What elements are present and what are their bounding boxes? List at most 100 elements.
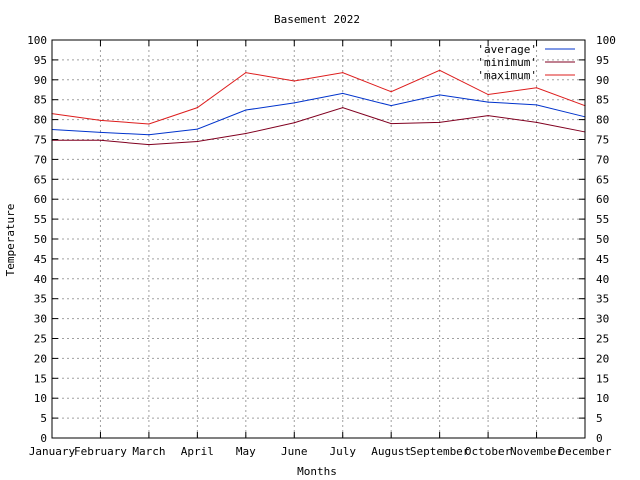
y-tick-label-left: 10 bbox=[34, 392, 47, 405]
data-point bbox=[196, 140, 198, 143]
y-tick-label-right: 95 bbox=[596, 54, 609, 67]
x-tick-label: January bbox=[29, 445, 76, 458]
y-tick-label-right: 40 bbox=[596, 273, 609, 286]
data-point bbox=[99, 119, 102, 121]
y-tick-label-left: 0 bbox=[40, 432, 47, 445]
legend-label: 'minimum' bbox=[477, 56, 537, 69]
y-tick-label-left: 90 bbox=[34, 74, 47, 87]
x-tick-label: May bbox=[236, 445, 256, 458]
series-line bbox=[52, 107, 586, 146]
y-tick-label-left: 75 bbox=[34, 134, 47, 147]
y-tick-label-left: 25 bbox=[34, 333, 47, 346]
grid-lines bbox=[52, 40, 585, 438]
y-tick-label-left: 50 bbox=[34, 233, 47, 246]
x-tick-label: March bbox=[132, 445, 165, 458]
y-tick-label-left: 65 bbox=[34, 173, 47, 186]
y-tick-label-left: 60 bbox=[34, 193, 47, 206]
data-point bbox=[196, 128, 198, 130]
x-axis-label: Months bbox=[297, 465, 337, 478]
y-tick-label-right: 45 bbox=[596, 253, 609, 266]
x-tick-label: July bbox=[329, 445, 356, 458]
data-point bbox=[293, 80, 295, 82]
data-point bbox=[245, 132, 247, 135]
x-tick-label: February bbox=[74, 445, 127, 458]
y-tick-label-right: 15 bbox=[596, 372, 609, 385]
y-tick-label-left: 30 bbox=[34, 313, 47, 326]
x-tick-label: April bbox=[181, 445, 214, 458]
series-lines bbox=[51, 69, 586, 146]
y-tick-label-right: 25 bbox=[596, 333, 609, 346]
y-tick-label-right: 65 bbox=[596, 173, 609, 186]
y-tick-label-right: 50 bbox=[596, 233, 609, 246]
data-point bbox=[535, 121, 538, 123]
data-point bbox=[487, 101, 489, 103]
legend: 'average''minimum''maximum' bbox=[477, 43, 575, 82]
data-point bbox=[390, 122, 392, 125]
legend-label: 'average' bbox=[477, 43, 537, 56]
x-tick-label: September bbox=[410, 445, 470, 458]
y-tick-label-right: 0 bbox=[596, 432, 603, 445]
y-tick-label-left: 100 bbox=[27, 34, 47, 47]
data-point bbox=[293, 102, 295, 104]
data-point bbox=[245, 72, 247, 74]
y-tick-label-right: 70 bbox=[596, 153, 609, 166]
y-tick-label-left: 5 bbox=[40, 412, 47, 425]
y-tick-label-right: 20 bbox=[596, 352, 609, 365]
data-point bbox=[148, 144, 150, 146]
y-axis-label: Temperature bbox=[4, 204, 17, 277]
data-point bbox=[439, 69, 441, 71]
axis-ticks bbox=[51, 39, 586, 439]
data-point bbox=[487, 115, 489, 117]
data-point bbox=[99, 131, 102, 133]
x-tick-label: August bbox=[371, 445, 411, 458]
y-tick-label-left: 35 bbox=[34, 293, 47, 306]
x-tick-label: October bbox=[465, 445, 512, 458]
y-tick-label-left: 15 bbox=[34, 372, 47, 385]
data-point bbox=[390, 91, 392, 93]
data-point bbox=[342, 92, 344, 94]
y-tick-label-left: 95 bbox=[34, 54, 47, 67]
y-tick-label-right: 10 bbox=[596, 392, 609, 405]
data-point bbox=[390, 105, 392, 107]
y-tick-label-left: 40 bbox=[34, 273, 47, 286]
y-tick-label-right: 85 bbox=[596, 94, 609, 107]
data-point bbox=[535, 87, 538, 89]
x-tick-label: November bbox=[510, 445, 563, 458]
data-point bbox=[99, 139, 102, 141]
y-tick-label-right: 75 bbox=[596, 134, 609, 147]
series-line bbox=[51, 69, 586, 125]
x-tick-label: June bbox=[281, 445, 308, 458]
y-tick-label-right: 30 bbox=[596, 313, 609, 326]
y-tick-label-left: 80 bbox=[34, 114, 47, 127]
y-tick-label-right: 5 bbox=[596, 412, 603, 425]
data-point bbox=[535, 104, 538, 106]
y-tick-label-left: 85 bbox=[34, 94, 47, 107]
data-point bbox=[196, 107, 198, 109]
data-point bbox=[245, 109, 247, 111]
y-tick-label-left: 45 bbox=[34, 253, 47, 266]
chart-title: Basement 2022 bbox=[274, 13, 360, 26]
legend-label: 'maximum' bbox=[477, 69, 537, 82]
y-tick-label-right: 100 bbox=[596, 34, 616, 47]
data-point bbox=[148, 123, 150, 125]
y-tick-label-right: 90 bbox=[596, 74, 609, 87]
y-tick-label-right: 60 bbox=[596, 193, 609, 206]
data-point bbox=[342, 107, 344, 109]
y-tick-label-left: 55 bbox=[34, 213, 47, 226]
series-line bbox=[51, 92, 586, 136]
data-point bbox=[487, 93, 489, 96]
y-tick-label-left: 20 bbox=[34, 352, 47, 365]
data-point bbox=[439, 94, 441, 96]
y-tick-label-right: 55 bbox=[596, 213, 609, 226]
x-tick-label: December bbox=[559, 445, 612, 458]
data-point bbox=[293, 122, 295, 124]
y-tick-label-right: 35 bbox=[596, 293, 609, 306]
y-tick-label-left: 70 bbox=[34, 153, 47, 166]
data-point bbox=[439, 121, 441, 123]
data-point bbox=[342, 72, 344, 74]
y-tick-label-right: 80 bbox=[596, 114, 609, 127]
data-point bbox=[148, 134, 150, 136]
